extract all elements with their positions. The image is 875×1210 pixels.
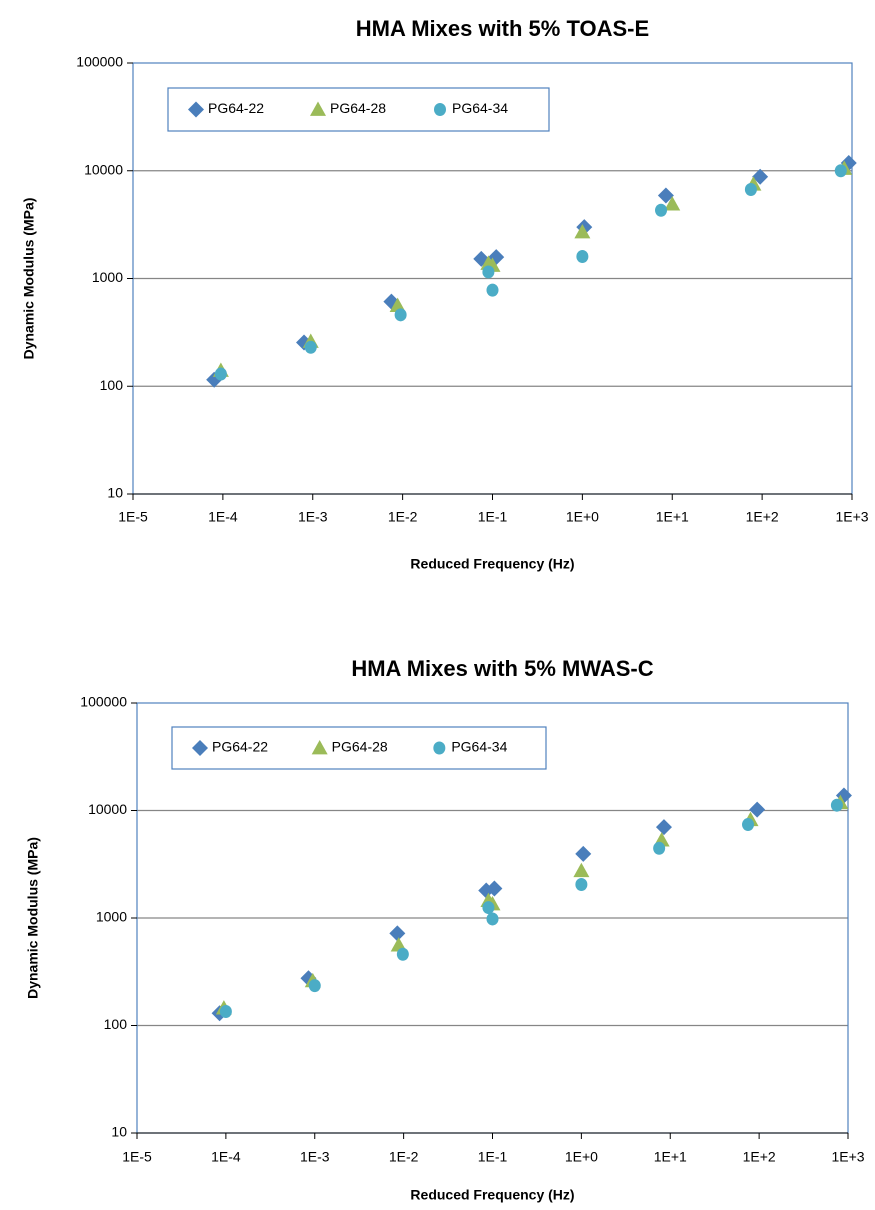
data-point bbox=[655, 203, 668, 217]
legend-label: PG64-28 bbox=[332, 739, 388, 755]
x-tick-label: 1E-2 bbox=[388, 509, 418, 525]
y-tick-label: 10000 bbox=[88, 801, 127, 817]
x-tick-label: 1E-2 bbox=[389, 1149, 419, 1165]
data-point bbox=[749, 801, 766, 818]
legend-label: PG64-22 bbox=[208, 100, 264, 116]
legend-marker bbox=[188, 101, 204, 118]
x-tick-label: 1E-1 bbox=[478, 1149, 508, 1165]
legend: PG64-22 PG64-28 PG64-34 bbox=[167, 87, 550, 132]
data-point bbox=[655, 819, 672, 836]
x-tick-label: 1E+1 bbox=[656, 509, 689, 525]
data-point bbox=[389, 925, 406, 942]
legend: PG64-22 PG64-28 PG64-34 bbox=[171, 726, 547, 770]
chart-title: HMA Mixes with 5% TOAS-E bbox=[356, 16, 649, 41]
data-point bbox=[742, 818, 755, 832]
data-point bbox=[573, 862, 590, 878]
x-tick-label: 1E+3 bbox=[835, 509, 868, 525]
y-tick-label: 100000 bbox=[80, 694, 127, 710]
x-tick-label: 1E+0 bbox=[565, 1149, 598, 1165]
data-point bbox=[664, 196, 681, 211]
x-axis-title: Reduced Frequency (Hz) bbox=[410, 556, 574, 572]
data-point bbox=[482, 265, 495, 279]
data-point bbox=[830, 798, 843, 812]
data-point bbox=[482, 901, 495, 915]
x-tick-label: 1E-4 bbox=[211, 1149, 241, 1165]
data-point bbox=[574, 224, 591, 239]
legend-label: PG64-22 bbox=[212, 739, 268, 755]
legend-label: PG64-34 bbox=[451, 739, 507, 755]
legend-marker bbox=[310, 101, 326, 116]
x-tick-label: 1E-1 bbox=[478, 509, 508, 525]
legend-marker bbox=[433, 741, 446, 755]
x-tick-label: 1E-5 bbox=[118, 509, 148, 525]
data-point bbox=[575, 845, 592, 862]
data-point bbox=[744, 182, 757, 196]
x-tick-label: 1E-3 bbox=[300, 1149, 330, 1165]
data-point bbox=[486, 880, 503, 897]
data-point bbox=[394, 308, 407, 322]
legend-box bbox=[171, 726, 547, 770]
chart-1: HMA Mixes with 5% TOAS-E 10 100 1000 10000 10… bbox=[21, 16, 869, 572]
data-point bbox=[304, 340, 317, 354]
data-point bbox=[576, 250, 589, 264]
legend-box bbox=[167, 87, 550, 132]
y-tick-label: 100 bbox=[100, 377, 124, 393]
legend-marker bbox=[311, 740, 328, 755]
x-tick-label: 1E+3 bbox=[831, 1149, 864, 1165]
y-tick-label: 1000 bbox=[92, 269, 123, 285]
x-tick-label: 1E-5 bbox=[122, 1149, 152, 1165]
legend-marker bbox=[434, 103, 446, 116]
x-tick-label: 1E+2 bbox=[746, 509, 779, 525]
chart-2: HMA Mixes with 5% MWAS-C 10 100 1000 10000 10… bbox=[25, 656, 865, 1203]
y-tick-label: 100000 bbox=[76, 54, 123, 70]
y-tick-label: 10 bbox=[111, 1124, 127, 1140]
legend-marker bbox=[192, 740, 208, 756]
y-axis-title: Dynamic Modulus (MPa) bbox=[21, 198, 37, 360]
y-tick-label: 1000 bbox=[96, 909, 127, 925]
x-tick-label: 1E-3 bbox=[298, 509, 328, 525]
x-axis-title: Reduced Frequency (Hz) bbox=[410, 1187, 574, 1203]
y-axis-title: Dynamic Modulus (MPa) bbox=[25, 837, 41, 999]
data-point bbox=[486, 912, 499, 926]
series-pg64-34 bbox=[214, 164, 847, 381]
data-point bbox=[486, 283, 499, 297]
legend-label: PG64-34 bbox=[452, 100, 508, 116]
x-tick-label: 1E+0 bbox=[566, 509, 599, 525]
data-point bbox=[308, 979, 321, 993]
y-tick-label: 100 bbox=[104, 1016, 128, 1032]
data-point bbox=[657, 187, 674, 204]
x-tick-label: 1E+2 bbox=[743, 1149, 776, 1165]
y-tick-label: 10000 bbox=[84, 161, 123, 177]
data-point bbox=[396, 947, 409, 961]
x-tick-label: 1E+1 bbox=[654, 1149, 687, 1165]
data-point bbox=[219, 1004, 232, 1018]
data-point bbox=[752, 168, 769, 185]
chart-title: HMA Mixes with 5% MWAS-C bbox=[351, 656, 653, 681]
data-point bbox=[214, 367, 227, 381]
y-tick-label: 10 bbox=[107, 485, 123, 501]
x-tick-label: 1E-4 bbox=[208, 509, 238, 525]
series-pg64-34 bbox=[219, 798, 843, 1018]
data-point bbox=[575, 877, 588, 891]
legend-label: PG64-28 bbox=[330, 100, 386, 116]
data-point bbox=[653, 841, 666, 855]
data-point bbox=[834, 164, 847, 178]
